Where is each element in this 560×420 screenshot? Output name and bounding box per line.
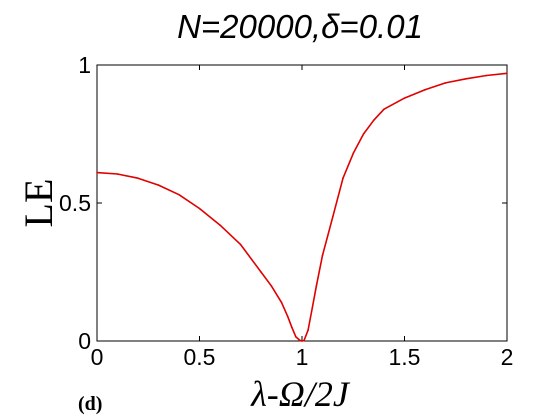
chart-title: N=20000,δ=0.01 bbox=[177, 8, 423, 45]
panel-label: (d) bbox=[78, 393, 102, 415]
y-tick-label: 0 bbox=[78, 328, 91, 354]
data-point bbox=[270, 285, 273, 287]
data-point bbox=[178, 193, 180, 196]
data-point bbox=[465, 78, 467, 80]
data-point bbox=[280, 301, 283, 304]
data-point bbox=[260, 271, 262, 273]
series-points bbox=[96, 72, 508, 342]
data-point bbox=[116, 173, 119, 175]
data-point bbox=[424, 89, 426, 91]
data-point bbox=[485, 74, 488, 77]
data-point bbox=[331, 216, 334, 218]
data-point bbox=[137, 177, 139, 179]
data-point bbox=[198, 207, 201, 210]
x-tick-label: 2 bbox=[501, 344, 514, 370]
x-tick-label: 0 bbox=[91, 344, 104, 370]
plot-frame bbox=[96, 64, 508, 342]
data-point bbox=[372, 119, 375, 121]
x-tick-label: 1 bbox=[296, 344, 309, 370]
data-point bbox=[383, 108, 385, 110]
x-axis-label: λ-Ω/2J bbox=[250, 374, 351, 414]
data-point bbox=[299, 339, 301, 342]
x-axis-ticks: 0 0.5 1 1.5 2 bbox=[91, 65, 514, 370]
y-tick-label: 1 bbox=[78, 52, 91, 78]
data-point bbox=[342, 177, 344, 179]
data-point bbox=[301, 340, 303, 342]
data-point bbox=[315, 285, 318, 287]
y-axis-ticks: 00.51 bbox=[59, 52, 507, 354]
y-tick-label: 0.5 bbox=[59, 190, 91, 216]
data-point bbox=[219, 224, 221, 226]
y-axis-label: LE bbox=[16, 179, 61, 228]
data-point bbox=[311, 307, 314, 309]
data-point bbox=[444, 82, 447, 84]
data-point bbox=[403, 97, 406, 99]
data-point bbox=[295, 336, 297, 338]
data-point bbox=[352, 152, 355, 155]
x-tick-label: 1.5 bbox=[389, 344, 421, 370]
data-point bbox=[506, 72, 508, 75]
data-point bbox=[96, 171, 98, 174]
data-point bbox=[239, 243, 242, 246]
data-point bbox=[307, 329, 309, 331]
data-point bbox=[321, 254, 324, 257]
data-point bbox=[290, 326, 293, 329]
data-point bbox=[286, 315, 289, 317]
data-point bbox=[362, 133, 365, 135]
x-tick-label: 0.5 bbox=[184, 344, 216, 370]
data-point bbox=[157, 184, 160, 186]
data-point bbox=[303, 339, 305, 342]
